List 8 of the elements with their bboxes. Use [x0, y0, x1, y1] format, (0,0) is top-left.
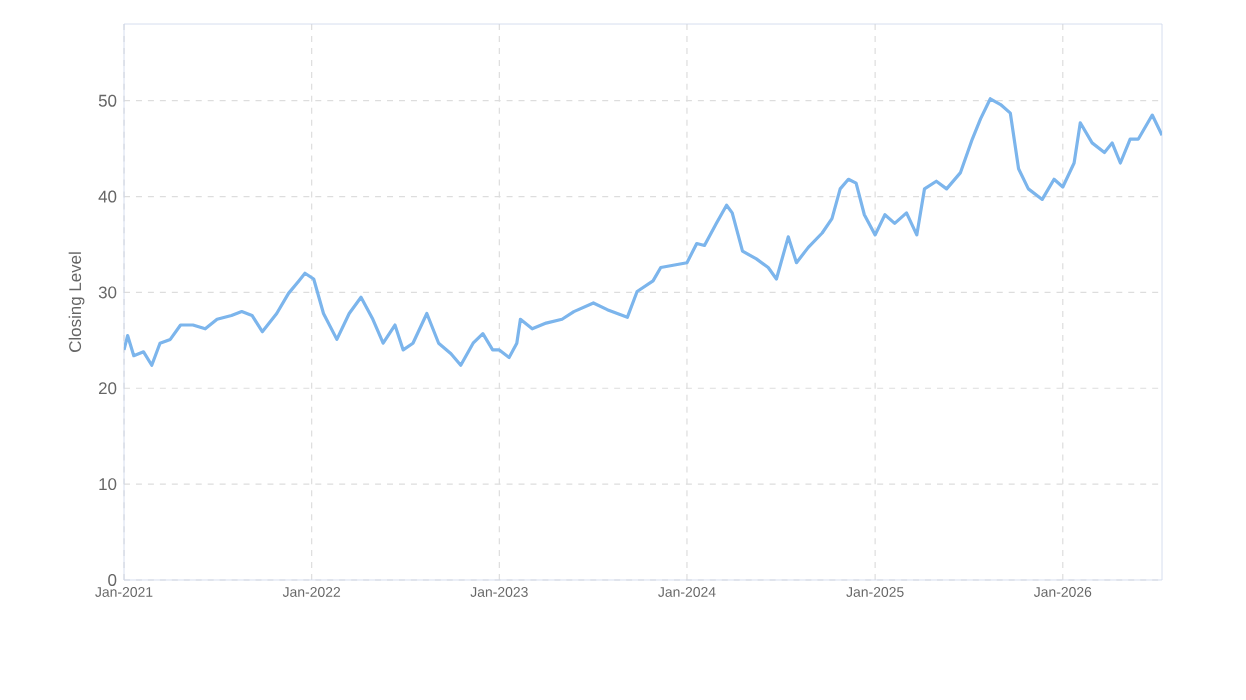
- y-axis-title: Closing Level: [68, 252, 85, 352]
- y-tick-label: 50: [98, 94, 117, 107]
- line-series: [124, 97, 1163, 367]
- y-tick-label: 10: [99, 478, 117, 491]
- y-tick-label: 30: [98, 286, 117, 299]
- y-tick-label: 0: [108, 574, 117, 586]
- y-tick-label: 20: [98, 382, 117, 395]
- y-tick-label: 40: [98, 190, 117, 203]
